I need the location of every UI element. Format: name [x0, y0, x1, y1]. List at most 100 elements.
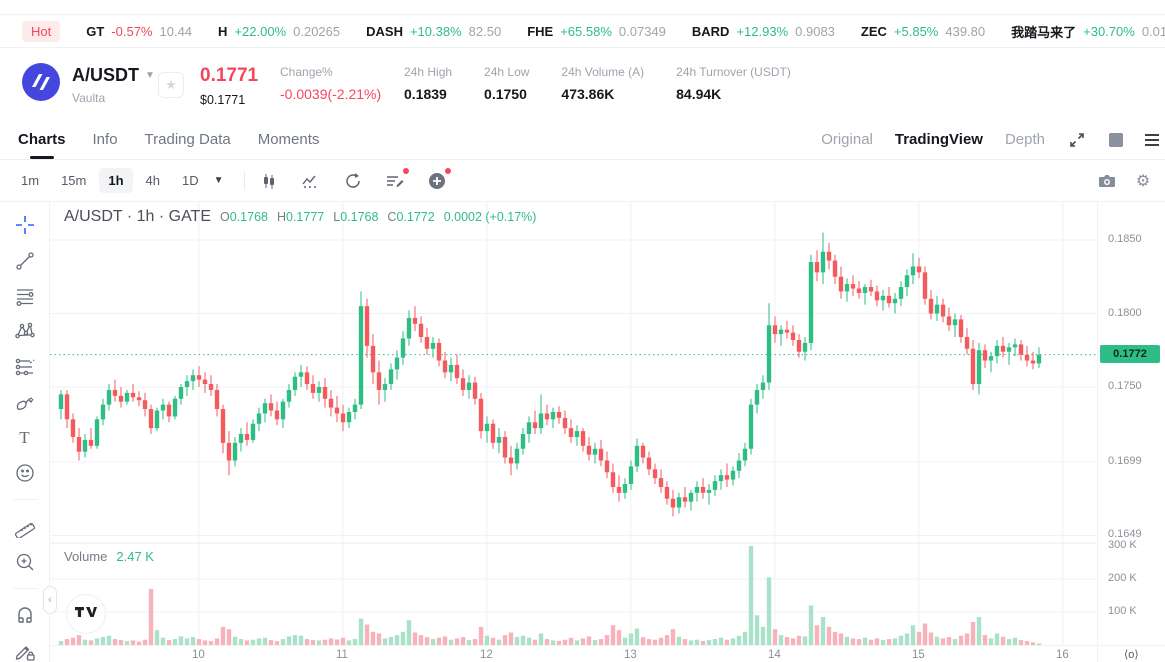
chart-plot[interactable]: A/USDT · 1h · GATE O0.1768 H0.1777 L0.17… [50, 202, 1097, 645]
ticker-item[interactable]: H +22.00% 0.20265 [218, 22, 340, 41]
notification-dot [444, 167, 451, 174]
layout-square-icon[interactable] [1109, 132, 1123, 147]
timeframe-15m[interactable]: 15m [61, 173, 87, 188]
view-mode-tradingview[interactable]: TradingView [894, 131, 983, 148]
toolbar-divider [11, 499, 38, 501]
pair-fullname: Vaulta [72, 91, 106, 105]
change-value: -0.0039(-2.21%) [280, 86, 382, 102]
ticker-price: 82.50 [468, 23, 502, 39]
legend-high-value: 0.1777 [286, 210, 325, 224]
volume-label: Volume [64, 549, 108, 564]
ticker-item[interactable]: 我踏马来了 +30.70% 0.018850 [1011, 22, 1165, 41]
toolbar-icons [259, 167, 451, 191]
legend-open-value: 0.1768 [229, 210, 268, 224]
chart-settings-gear-icon[interactable]: ⚙ [1135, 172, 1151, 190]
timeframe-1m[interactable]: 1m [21, 173, 40, 188]
usd-price: $0.1771 [200, 93, 246, 107]
volume-value: 2.47 K [116, 549, 154, 564]
timeframe-4h[interactable]: 4h [145, 173, 160, 188]
ticker-change: +10.38% [409, 23, 462, 39]
menu-burger-icon[interactable] [1145, 133, 1159, 146]
tab-info[interactable]: Info [92, 131, 118, 148]
tabs-row: Charts Info Trading Data Moments Original Tr… [0, 120, 1165, 160]
ticker-symbol: 我踏马来了 [1011, 24, 1077, 40]
pane-collapse-handle[interactable]: ‹ [43, 586, 57, 614]
legend-open-label: O [220, 210, 230, 224]
time-axis-label: 11 [336, 649, 348, 661]
main-tabs: Charts Info Trading Data Moments [18, 120, 319, 159]
timeframe-1D[interactable]: 1D [182, 173, 199, 188]
view-mode-depth[interactable]: Depth [1004, 131, 1045, 148]
ticker-symbol: DASH [366, 23, 403, 39]
brush-tool-icon[interactable] [12, 391, 38, 413]
candle-style-icon[interactable] [259, 171, 279, 191]
price-axis-label: 0.1750 [1108, 380, 1142, 392]
xabcd-pattern-tool-icon[interactable] [12, 320, 38, 342]
top-strip [0, 0, 1165, 14]
pair-title: A/USDT [72, 65, 139, 85]
time-axis-label: 12 [480, 649, 493, 661]
timeframe-dropdown-caret-icon[interactable]: ▼ [213, 175, 224, 186]
tab-charts[interactable]: Charts [18, 120, 66, 159]
time-axis-label: 16 [1056, 649, 1069, 661]
chart-legend: A/USDT · 1h · GATE O0.1768 H0.1777 L0.17… [64, 208, 536, 226]
hot-badge: Hot [22, 20, 61, 42]
legend-low-label: L [333, 210, 341, 224]
legend-low-value: 0.1768 [340, 210, 379, 224]
candlestick-chart[interactable] [50, 202, 1097, 645]
crosshair-tool-icon[interactable] [12, 214, 38, 236]
time-axis-label: 14 [768, 649, 781, 661]
favorite-star-button[interactable]: ★ [158, 72, 184, 98]
ticker-price: 439.80 [945, 23, 986, 39]
ticker-item[interactable]: DASH +10.38% 82.50 [366, 22, 501, 41]
legend-close-value: 0.1772 [396, 210, 435, 224]
pair-title-block[interactable]: A/USDT ▼ Vaulta [72, 65, 155, 105]
snapshot-camera-icon[interactable] [1097, 171, 1117, 191]
fullscreen-expand-icon[interactable] [1067, 130, 1087, 150]
price-axis-label: 0.1699 [1108, 454, 1142, 467]
vaulta-logo-icon [22, 63, 60, 101]
drawing-toolbar: T [0, 202, 50, 662]
ticker-symbol: BARD [691, 23, 730, 39]
last-price: 0.1771 [200, 65, 259, 86]
stat-24h-volume-a-: 24h Volume (A) 473.86K [561, 65, 645, 102]
price-axis[interactable]: 0.1850 0.1800 0.1750 0.1699 0.1649 300 K 200 K… [1097, 202, 1165, 645]
add-widget-icon[interactable] [427, 167, 451, 191]
volume-axis-label: 200 K [1108, 572, 1137, 584]
ticker-change: +30.70% [1083, 23, 1135, 39]
tab-trading-data[interactable]: Trading Data [144, 131, 231, 148]
magnet-tool-icon[interactable] [12, 604, 38, 626]
ticker-symbol: GT [86, 23, 105, 39]
pair-stats: 24h High 0.1839 24h Low 0.1750 24h Volume (A… [404, 65, 791, 102]
ticker-change: -0.57% [111, 23, 153, 39]
projection-tool-icon[interactable] [12, 356, 38, 378]
drawing-lock-tool-icon[interactable] [12, 640, 38, 662]
time-axis-label: 15 [912, 649, 925, 661]
ticker-item[interactable]: BARD +12.93% 0.9083 [692, 22, 835, 41]
ticker-item[interactable]: GT -0.57% 10.44 [86, 22, 192, 41]
price-axis-label: 0.1800 [1108, 306, 1142, 319]
pair-dropdown-caret-icon[interactable]: ▼ [145, 70, 155, 81]
ticker-item[interactable]: ZEC +5.85% 439.80 [861, 22, 985, 41]
ticker-symbol: ZEC [860, 23, 887, 39]
text-tool-icon[interactable]: T [19, 427, 30, 447]
emoji-tool-icon[interactable] [12, 462, 38, 484]
indicators-icon[interactable] [301, 171, 321, 191]
refresh-icon[interactable] [343, 171, 363, 191]
ticker-item[interactable]: FHE +65.58% 0.07349 [527, 22, 666, 41]
ticker-change: +12.93% [736, 23, 789, 39]
ticker-change: +5.85% [893, 23, 939, 39]
scale-settings-icon[interactable]: ⟨o⟩ [1124, 649, 1139, 661]
trend-line-tool-icon[interactable] [12, 249, 38, 271]
order-log-icon[interactable] [385, 167, 409, 191]
measure-ruler-tool-icon[interactable] [12, 515, 38, 538]
ticker-symbol: H [218, 23, 228, 39]
view-mode-original[interactable]: Original [821, 131, 873, 148]
tab-moments[interactable]: Moments [257, 131, 320, 148]
timeframe-1h[interactable]: 1h [99, 168, 133, 193]
pair-header: A/USDT ▼ Vaulta ★ 0.1771 $0.1771 Change%… [0, 48, 1165, 120]
axis-corner[interactable]: ⟨o⟩ [1097, 645, 1165, 662]
zoom-in-tool-icon[interactable] [12, 551, 38, 573]
time-axis[interactable]: 10 11 12 13 14 15 16 [50, 645, 1097, 662]
fib-retracement-tool-icon[interactable] [12, 285, 38, 307]
